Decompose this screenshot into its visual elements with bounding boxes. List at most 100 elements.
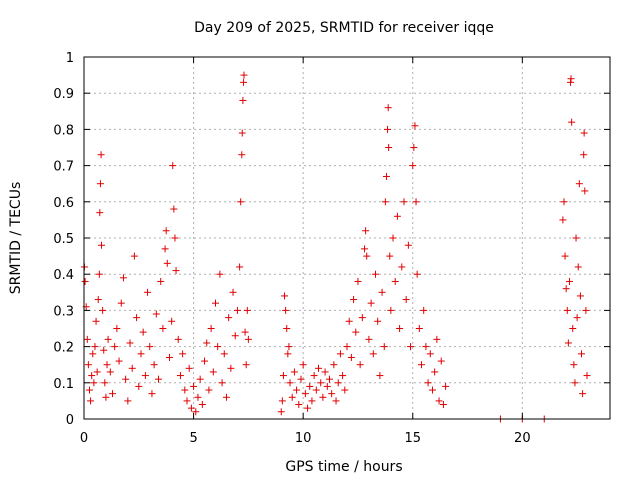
data-point: [240, 71, 248, 79]
data-point: [376, 372, 384, 380]
data-point: [386, 252, 394, 260]
data-point: [96, 209, 104, 217]
data-point: [582, 306, 590, 314]
data-point: [99, 306, 107, 314]
y-tick-label: 0.5: [53, 232, 74, 247]
data-point: [409, 162, 417, 170]
data-point: [422, 343, 430, 351]
data-point: [212, 299, 219, 307]
data-point: [424, 379, 432, 387]
data-point: [583, 372, 591, 380]
data-point: [192, 408, 200, 416]
data-point: [573, 314, 581, 322]
data-point: [578, 350, 586, 358]
data-point: [343, 343, 351, 351]
data-point: [170, 205, 178, 213]
data-point: [385, 144, 393, 151]
data-point: [133, 314, 141, 322]
data-point: [325, 375, 333, 383]
data-point: [284, 350, 292, 358]
data-point: [231, 332, 239, 340]
data-point: [88, 372, 96, 380]
data-point: [384, 125, 392, 133]
y-tick-label: 0.9: [53, 87, 74, 102]
data-point: [222, 393, 230, 401]
data-point: [115, 357, 123, 365]
data-point: [181, 386, 189, 394]
x-tick-label: 15: [404, 431, 421, 446]
data-point: [139, 328, 147, 336]
data-point: [91, 343, 99, 351]
y-tick-label: 0.6: [53, 196, 74, 211]
data-point: [162, 227, 170, 235]
data-point: [404, 241, 412, 249]
data-point: [411, 122, 419, 130]
x-axis-label: GPS time / hours: [285, 459, 402, 475]
data-point: [225, 314, 233, 322]
data-point: [576, 292, 584, 300]
data-point: [315, 364, 323, 372]
data-point: [347, 353, 355, 361]
data-point: [141, 372, 149, 380]
data-point: [205, 386, 213, 394]
data-point: [562, 285, 570, 293]
data-point: [220, 350, 228, 358]
data-point: [93, 368, 101, 376]
data-point: [196, 375, 204, 383]
x-tick-label: 0: [80, 431, 88, 446]
data-point: [571, 379, 579, 387]
data-point: [569, 325, 577, 332]
data-point: [433, 335, 441, 343]
data-point: [279, 372, 287, 380]
data-point: [128, 364, 136, 372]
y-tick-label: 0.3: [53, 304, 74, 319]
data-point: [565, 277, 573, 285]
data-point: [238, 151, 246, 159]
data-point: [328, 390, 336, 398]
data-point: [171, 234, 179, 242]
data-point: [239, 96, 247, 104]
data-point: [84, 361, 92, 369]
data-point: [137, 350, 145, 358]
data-point: [559, 216, 567, 224]
data-point: [378, 288, 386, 296]
data-point: [415, 325, 423, 332]
data-point: [426, 350, 434, 358]
data-point: [117, 299, 125, 307]
data-point: [350, 296, 358, 304]
y-tick-label: 1: [66, 51, 74, 66]
data-point: [299, 361, 307, 369]
data-point: [560, 198, 568, 206]
data-point: [95, 270, 103, 278]
data-point: [237, 198, 245, 206]
data-point: [293, 386, 301, 394]
data-point: [187, 404, 195, 412]
data-point: [575, 180, 583, 188]
data-point: [194, 393, 202, 401]
data-point: [439, 401, 447, 409]
data-point: [341, 386, 349, 394]
data-point: [567, 75, 575, 83]
data-point: [365, 335, 373, 343]
gridlines: [84, 57, 610, 419]
data-point: [568, 118, 576, 126]
data-point: [238, 129, 246, 137]
data-point: [183, 397, 191, 405]
data-point: [332, 397, 340, 405]
plot-frame: [83, 56, 611, 420]
data-point: [218, 379, 226, 387]
data-point: [290, 368, 298, 376]
data-point: [334, 379, 342, 387]
data-point: [281, 292, 289, 300]
data-point: [176, 372, 184, 380]
data-point: [407, 343, 415, 351]
data-point: [304, 404, 312, 412]
data-point: [190, 382, 198, 390]
data-point: [207, 325, 215, 332]
data-point: [312, 386, 320, 394]
data-point: [435, 397, 443, 405]
data-point: [81, 277, 89, 285]
data-point: [122, 375, 130, 383]
data-point: [374, 317, 382, 325]
data-point: [363, 252, 371, 260]
